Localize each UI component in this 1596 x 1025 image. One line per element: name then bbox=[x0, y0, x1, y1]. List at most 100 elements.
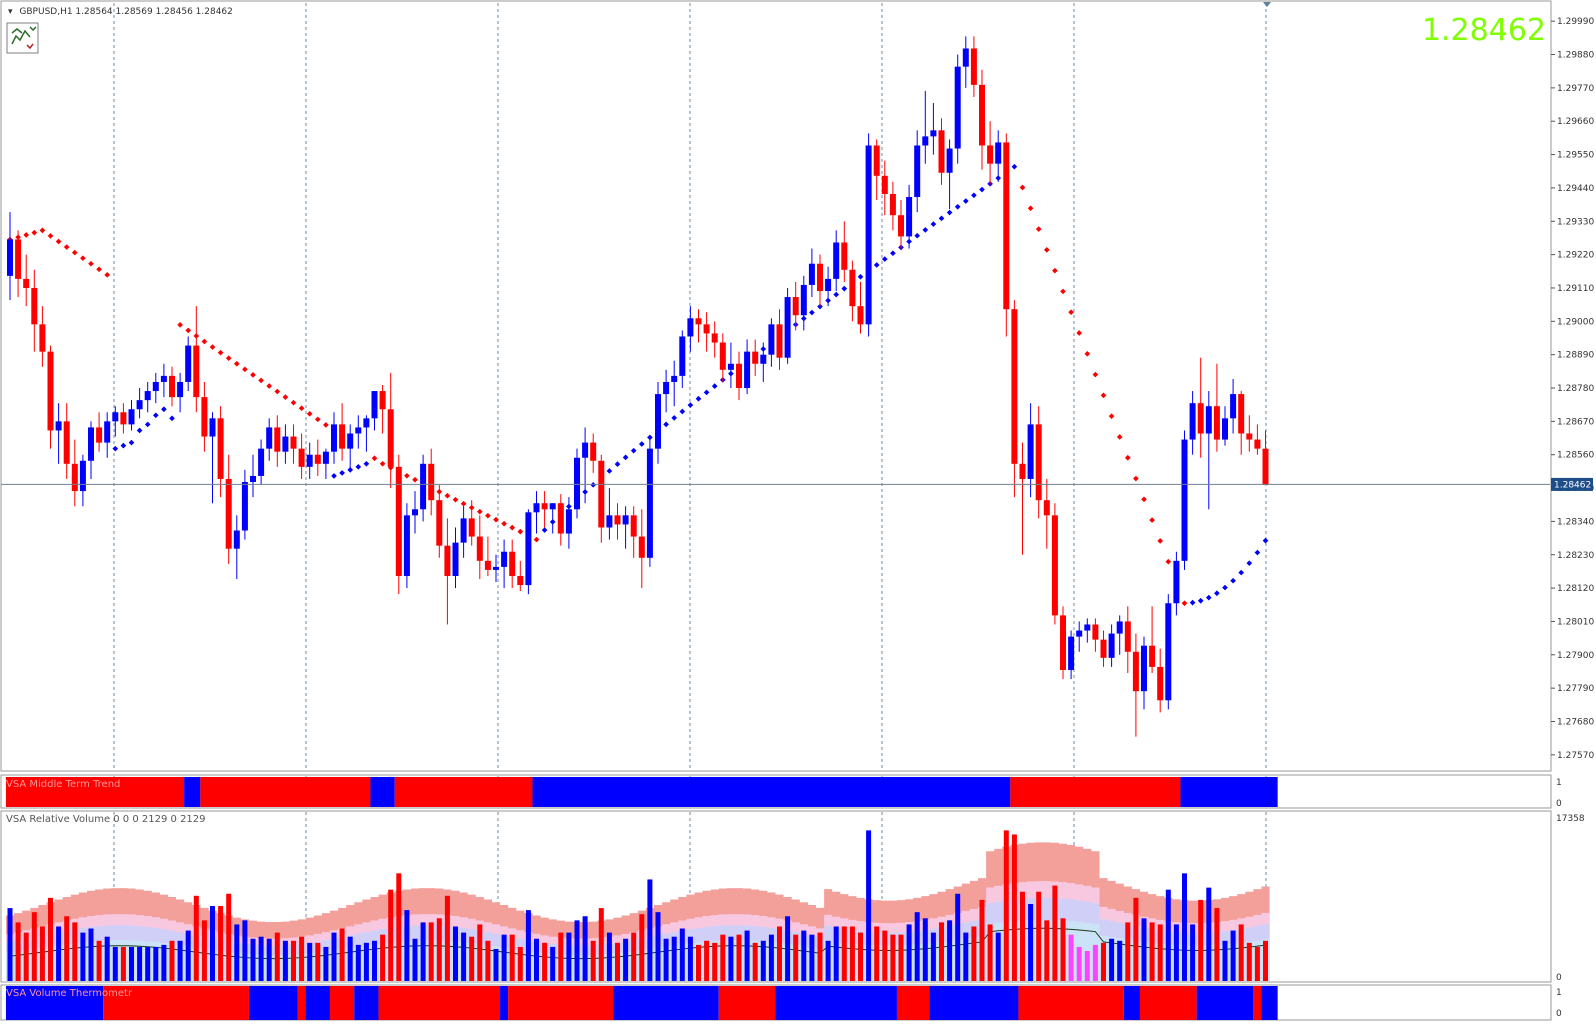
sar-dot bbox=[881, 256, 888, 262]
candle bbox=[128, 400, 135, 431]
candle-body bbox=[946, 148, 953, 173]
candle bbox=[679, 330, 686, 389]
volume-bar bbox=[558, 932, 564, 981]
candle bbox=[703, 312, 710, 352]
current-price-tag bbox=[1551, 477, 1593, 491]
volume-bar bbox=[939, 922, 944, 981]
sar-dot bbox=[1205, 594, 1212, 601]
candle-body bbox=[646, 448, 653, 558]
candle-body bbox=[590, 442, 597, 461]
band-segment bbox=[500, 986, 509, 1020]
candle-body bbox=[379, 391, 386, 410]
price-tick-label: 1.29220 bbox=[1557, 251, 1594, 261]
sar-dot bbox=[1197, 597, 1204, 604]
candle bbox=[460, 506, 467, 558]
volume-bar bbox=[1238, 924, 1244, 981]
candle-body bbox=[339, 424, 346, 449]
candle-body bbox=[776, 324, 783, 358]
chevron-down-icon[interactable]: ▾ bbox=[8, 7, 13, 17]
candle bbox=[711, 321, 718, 358]
candle bbox=[371, 391, 378, 431]
volume-bar bbox=[1149, 922, 1155, 981]
volume-bar bbox=[1190, 924, 1196, 981]
volume-bar bbox=[1173, 924, 1179, 981]
candle bbox=[906, 184, 913, 249]
sar-dot bbox=[314, 416, 321, 423]
candle bbox=[1181, 430, 1188, 570]
candle bbox=[930, 103, 937, 155]
candle-body bbox=[857, 306, 864, 325]
candle bbox=[1035, 406, 1042, 519]
sar-dot bbox=[1149, 517, 1155, 523]
candle-body bbox=[1019, 463, 1026, 479]
candle-body bbox=[7, 239, 13, 276]
thermometr-tick-0: 0 bbox=[1556, 1009, 1562, 1019]
candle-body bbox=[39, 324, 46, 352]
sar-dot bbox=[404, 472, 410, 479]
volume-bar bbox=[193, 895, 199, 981]
candle-body bbox=[136, 400, 143, 410]
volume-bar bbox=[1230, 930, 1236, 981]
candle-body bbox=[930, 130, 937, 137]
candle-body bbox=[711, 333, 718, 343]
candle-body bbox=[1165, 603, 1172, 701]
volume-bar bbox=[169, 940, 175, 981]
band-segment bbox=[5, 986, 104, 1020]
candle bbox=[533, 491, 540, 534]
candle bbox=[55, 403, 62, 464]
indicator-list-icon[interactable] bbox=[6, 22, 39, 54]
candle-body bbox=[889, 193, 896, 216]
candle bbox=[1157, 648, 1164, 713]
volume-bar bbox=[785, 916, 791, 981]
candle-body bbox=[484, 560, 491, 570]
sar-dot bbox=[1133, 475, 1139, 482]
volume-bar bbox=[623, 938, 629, 981]
band-segment bbox=[354, 986, 379, 1020]
sar-dot bbox=[1060, 288, 1066, 295]
sar-dot bbox=[501, 520, 507, 527]
big-price: 1.28462 bbox=[1422, 13, 1546, 48]
volume-bar bbox=[363, 942, 369, 981]
candle-body bbox=[322, 451, 329, 464]
sar-dot bbox=[809, 309, 815, 316]
volume-bar bbox=[31, 912, 37, 981]
sar-dot bbox=[1092, 371, 1099, 378]
volume-bar bbox=[291, 940, 296, 981]
volume-bar bbox=[509, 934, 515, 981]
candle-body bbox=[719, 342, 726, 370]
candle bbox=[1246, 415, 1253, 452]
candle-body bbox=[476, 536, 483, 561]
candle bbox=[873, 139, 880, 201]
candle-body bbox=[1035, 424, 1042, 501]
candle bbox=[565, 497, 572, 549]
volume-bar bbox=[469, 936, 475, 981]
candle-body bbox=[298, 448, 305, 467]
price-tick-label: 1.29660 bbox=[1557, 117, 1594, 127]
volume-bar bbox=[1068, 934, 1074, 981]
volume-bar bbox=[631, 932, 637, 981]
candle-body bbox=[460, 518, 467, 543]
candle-body bbox=[1173, 560, 1180, 604]
sar-dot bbox=[177, 322, 183, 328]
volume-bar bbox=[728, 936, 734, 981]
candle bbox=[881, 160, 888, 216]
volume-bar bbox=[80, 932, 86, 981]
candle bbox=[646, 436, 653, 567]
price-tick-label: 1.27570 bbox=[1557, 751, 1594, 761]
shift-marker-icon[interactable] bbox=[1263, 2, 1271, 7]
candle-body bbox=[549, 503, 556, 510]
candle-body bbox=[217, 418, 224, 479]
candle bbox=[825, 266, 832, 307]
sar-dot bbox=[1084, 350, 1091, 357]
candle-body bbox=[898, 215, 904, 237]
candle bbox=[857, 281, 864, 334]
volume-bar bbox=[1157, 924, 1163, 981]
sar-dot bbox=[1011, 163, 1018, 170]
volume-bar bbox=[88, 928, 94, 981]
candle bbox=[169, 366, 175, 407]
relative-volume-title: VSA Relative Volume 0 0 0 2129 0 2129 bbox=[6, 814, 206, 825]
candle bbox=[1149, 606, 1156, 673]
volume-bar bbox=[1182, 873, 1187, 981]
